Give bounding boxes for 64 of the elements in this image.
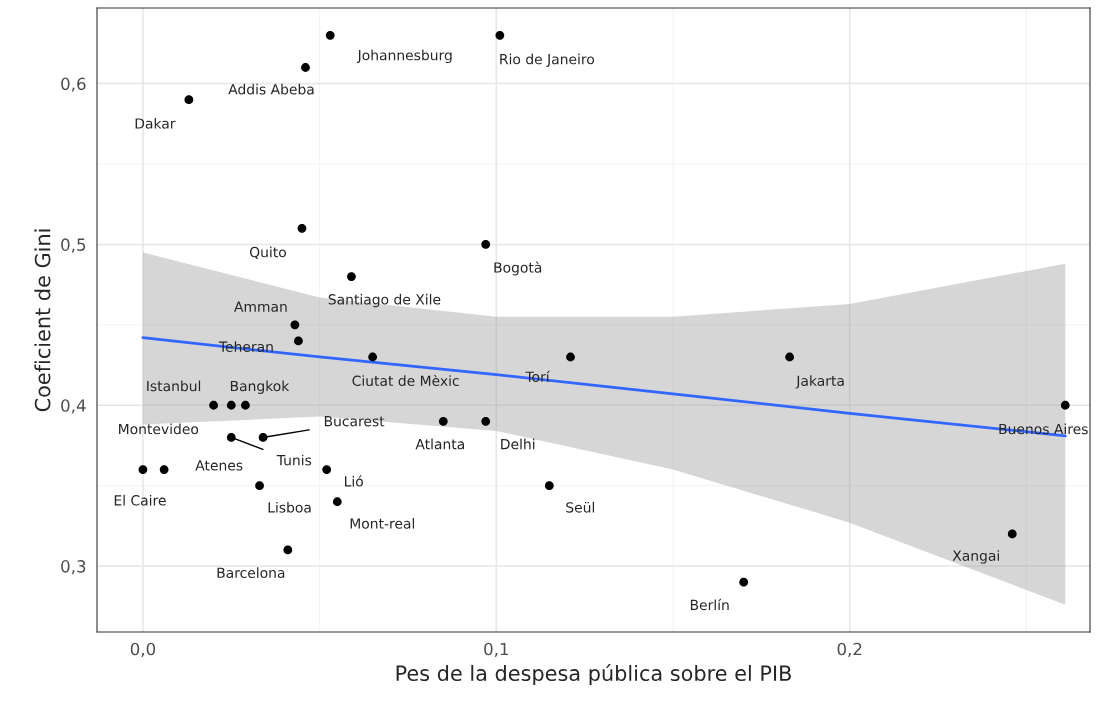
annotation: Bogotà (494, 261, 542, 276)
point (347, 272, 356, 281)
annotation: Jakarta (795, 375, 844, 389)
annotation: Barcelona (217, 567, 285, 579)
point (255, 481, 264, 491)
point (481, 240, 491, 249)
annotation: Mont-real (350, 518, 415, 529)
point (159, 465, 169, 474)
point (544, 481, 554, 491)
y-axis-title: Coeficient de Gini (34, 229, 51, 412)
point (290, 320, 300, 330)
x-axis-title: Pes de la despesa pública sobre el PIB (396, 664, 791, 686)
point (301, 63, 310, 72)
y-tick-label: 0,6 (61, 77, 86, 92)
annotation: Delhi (501, 438, 535, 450)
point (138, 465, 148, 474)
annotation: Seül (566, 501, 595, 513)
point (297, 223, 307, 233)
point (785, 352, 795, 362)
annotation: Bangkok (230, 380, 290, 394)
point (1060, 400, 1070, 410)
annotation: Berlín (690, 598, 729, 611)
point (368, 352, 378, 362)
y-tick-label: 0,3 (61, 560, 86, 575)
annotation: Lió (345, 475, 363, 487)
annotation: Dakar (135, 117, 176, 129)
annotation: Atlanta (415, 438, 464, 450)
point (739, 577, 749, 587)
y-tick-label: 0,4 (61, 399, 86, 414)
point (209, 400, 219, 410)
point (495, 30, 505, 40)
point (226, 433, 236, 442)
annotation: El Caire (114, 494, 166, 506)
annotation: Xangai (952, 550, 999, 564)
annotation: Bucarest (324, 416, 385, 427)
annotation: Lisboa (268, 501, 311, 513)
point (226, 400, 236, 410)
point (184, 95, 194, 105)
annotation: Rio de Janeiro (500, 53, 595, 67)
point (294, 336, 303, 346)
annotation: Johannesburg (356, 49, 452, 64)
point (258, 433, 268, 442)
annotation: Quito (249, 246, 286, 259)
annotation: Amman (234, 301, 287, 312)
point (322, 465, 332, 474)
annotation: Atenes (195, 460, 243, 471)
point (241, 400, 250, 410)
annotation: Montevideo (119, 423, 199, 435)
point (325, 30, 335, 40)
annotation: Santiago de Xile (328, 293, 441, 308)
annotation: Ciutat de Mèxic (352, 374, 459, 387)
annotation: Addis Abeba (228, 83, 314, 95)
x-tick-label: 0,0 (130, 642, 156, 658)
annotation: Istanbul (147, 380, 201, 392)
point (481, 416, 491, 426)
y-tick-label: 0,5 (61, 238, 86, 253)
point (566, 352, 575, 362)
point (438, 416, 448, 426)
annotation: Tunis (276, 454, 312, 466)
point (283, 545, 293, 555)
point (1007, 529, 1017, 539)
point (332, 497, 342, 507)
x-tick-label: 0,2 (837, 642, 862, 658)
x-tick-label: 0,1 (484, 642, 509, 658)
